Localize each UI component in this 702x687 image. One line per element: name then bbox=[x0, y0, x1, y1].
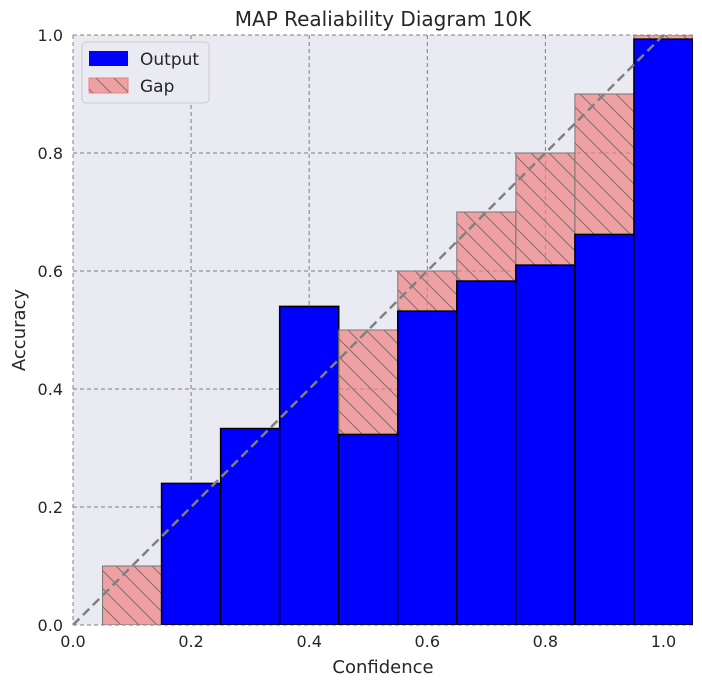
output-bar bbox=[278, 305, 340, 625]
gap-bar-hatch bbox=[574, 93, 635, 235]
legend-gap-hatch bbox=[89, 78, 128, 93]
output-bar bbox=[515, 264, 576, 625]
output-bar bbox=[397, 310, 458, 625]
legend-gap-label: Gap bbox=[140, 77, 174, 97]
x-tick-label: 0.0 bbox=[60, 632, 85, 651]
output-bar bbox=[219, 427, 281, 625]
gap-bar-hatch bbox=[456, 211, 517, 282]
x-axis-label: Confidence bbox=[332, 657, 433, 678]
legend: Output Gap bbox=[81, 41, 210, 104]
x-tick-label: 1.0 bbox=[651, 632, 676, 651]
x-tick-label: 0.2 bbox=[178, 632, 203, 651]
y-tick-label: 1.0 bbox=[38, 26, 63, 45]
y-axis-label: Accuracy bbox=[9, 289, 30, 372]
y-tick-label: 0.6 bbox=[38, 262, 63, 281]
gap-bar-hatch bbox=[338, 329, 399, 435]
output-bar bbox=[337, 433, 399, 625]
output-bar bbox=[633, 38, 693, 625]
output-bar bbox=[574, 233, 635, 625]
gap-bar-hatch bbox=[397, 270, 458, 312]
gap-bar-hatch bbox=[102, 565, 163, 625]
y-tick-label: 0.8 bbox=[38, 144, 63, 163]
output-bar bbox=[160, 482, 222, 625]
output-bar bbox=[456, 280, 517, 625]
x-tick-label: 0.6 bbox=[415, 632, 440, 651]
y-axis-ticks: 0.0 0.2 0.4 0.6 0.8 1.0 bbox=[38, 26, 63, 635]
legend-output-label: Output bbox=[140, 50, 199, 70]
legend-output-swatch bbox=[89, 51, 128, 66]
x-tick-label: 0.4 bbox=[296, 632, 321, 651]
gap-bar-hatch bbox=[515, 152, 576, 266]
x-axis-ticks: 0.0 0.2 0.4 0.6 0.8 1.0 bbox=[60, 632, 676, 651]
chart-title: MAP Realiability Diagram 10K bbox=[235, 7, 532, 31]
y-tick-label: 0.4 bbox=[38, 380, 63, 399]
y-tick-label: 0.2 bbox=[38, 498, 63, 517]
bars bbox=[102, 35, 693, 625]
x-tick-label: 0.8 bbox=[533, 632, 558, 651]
y-tick-label: 0.0 bbox=[38, 616, 63, 635]
